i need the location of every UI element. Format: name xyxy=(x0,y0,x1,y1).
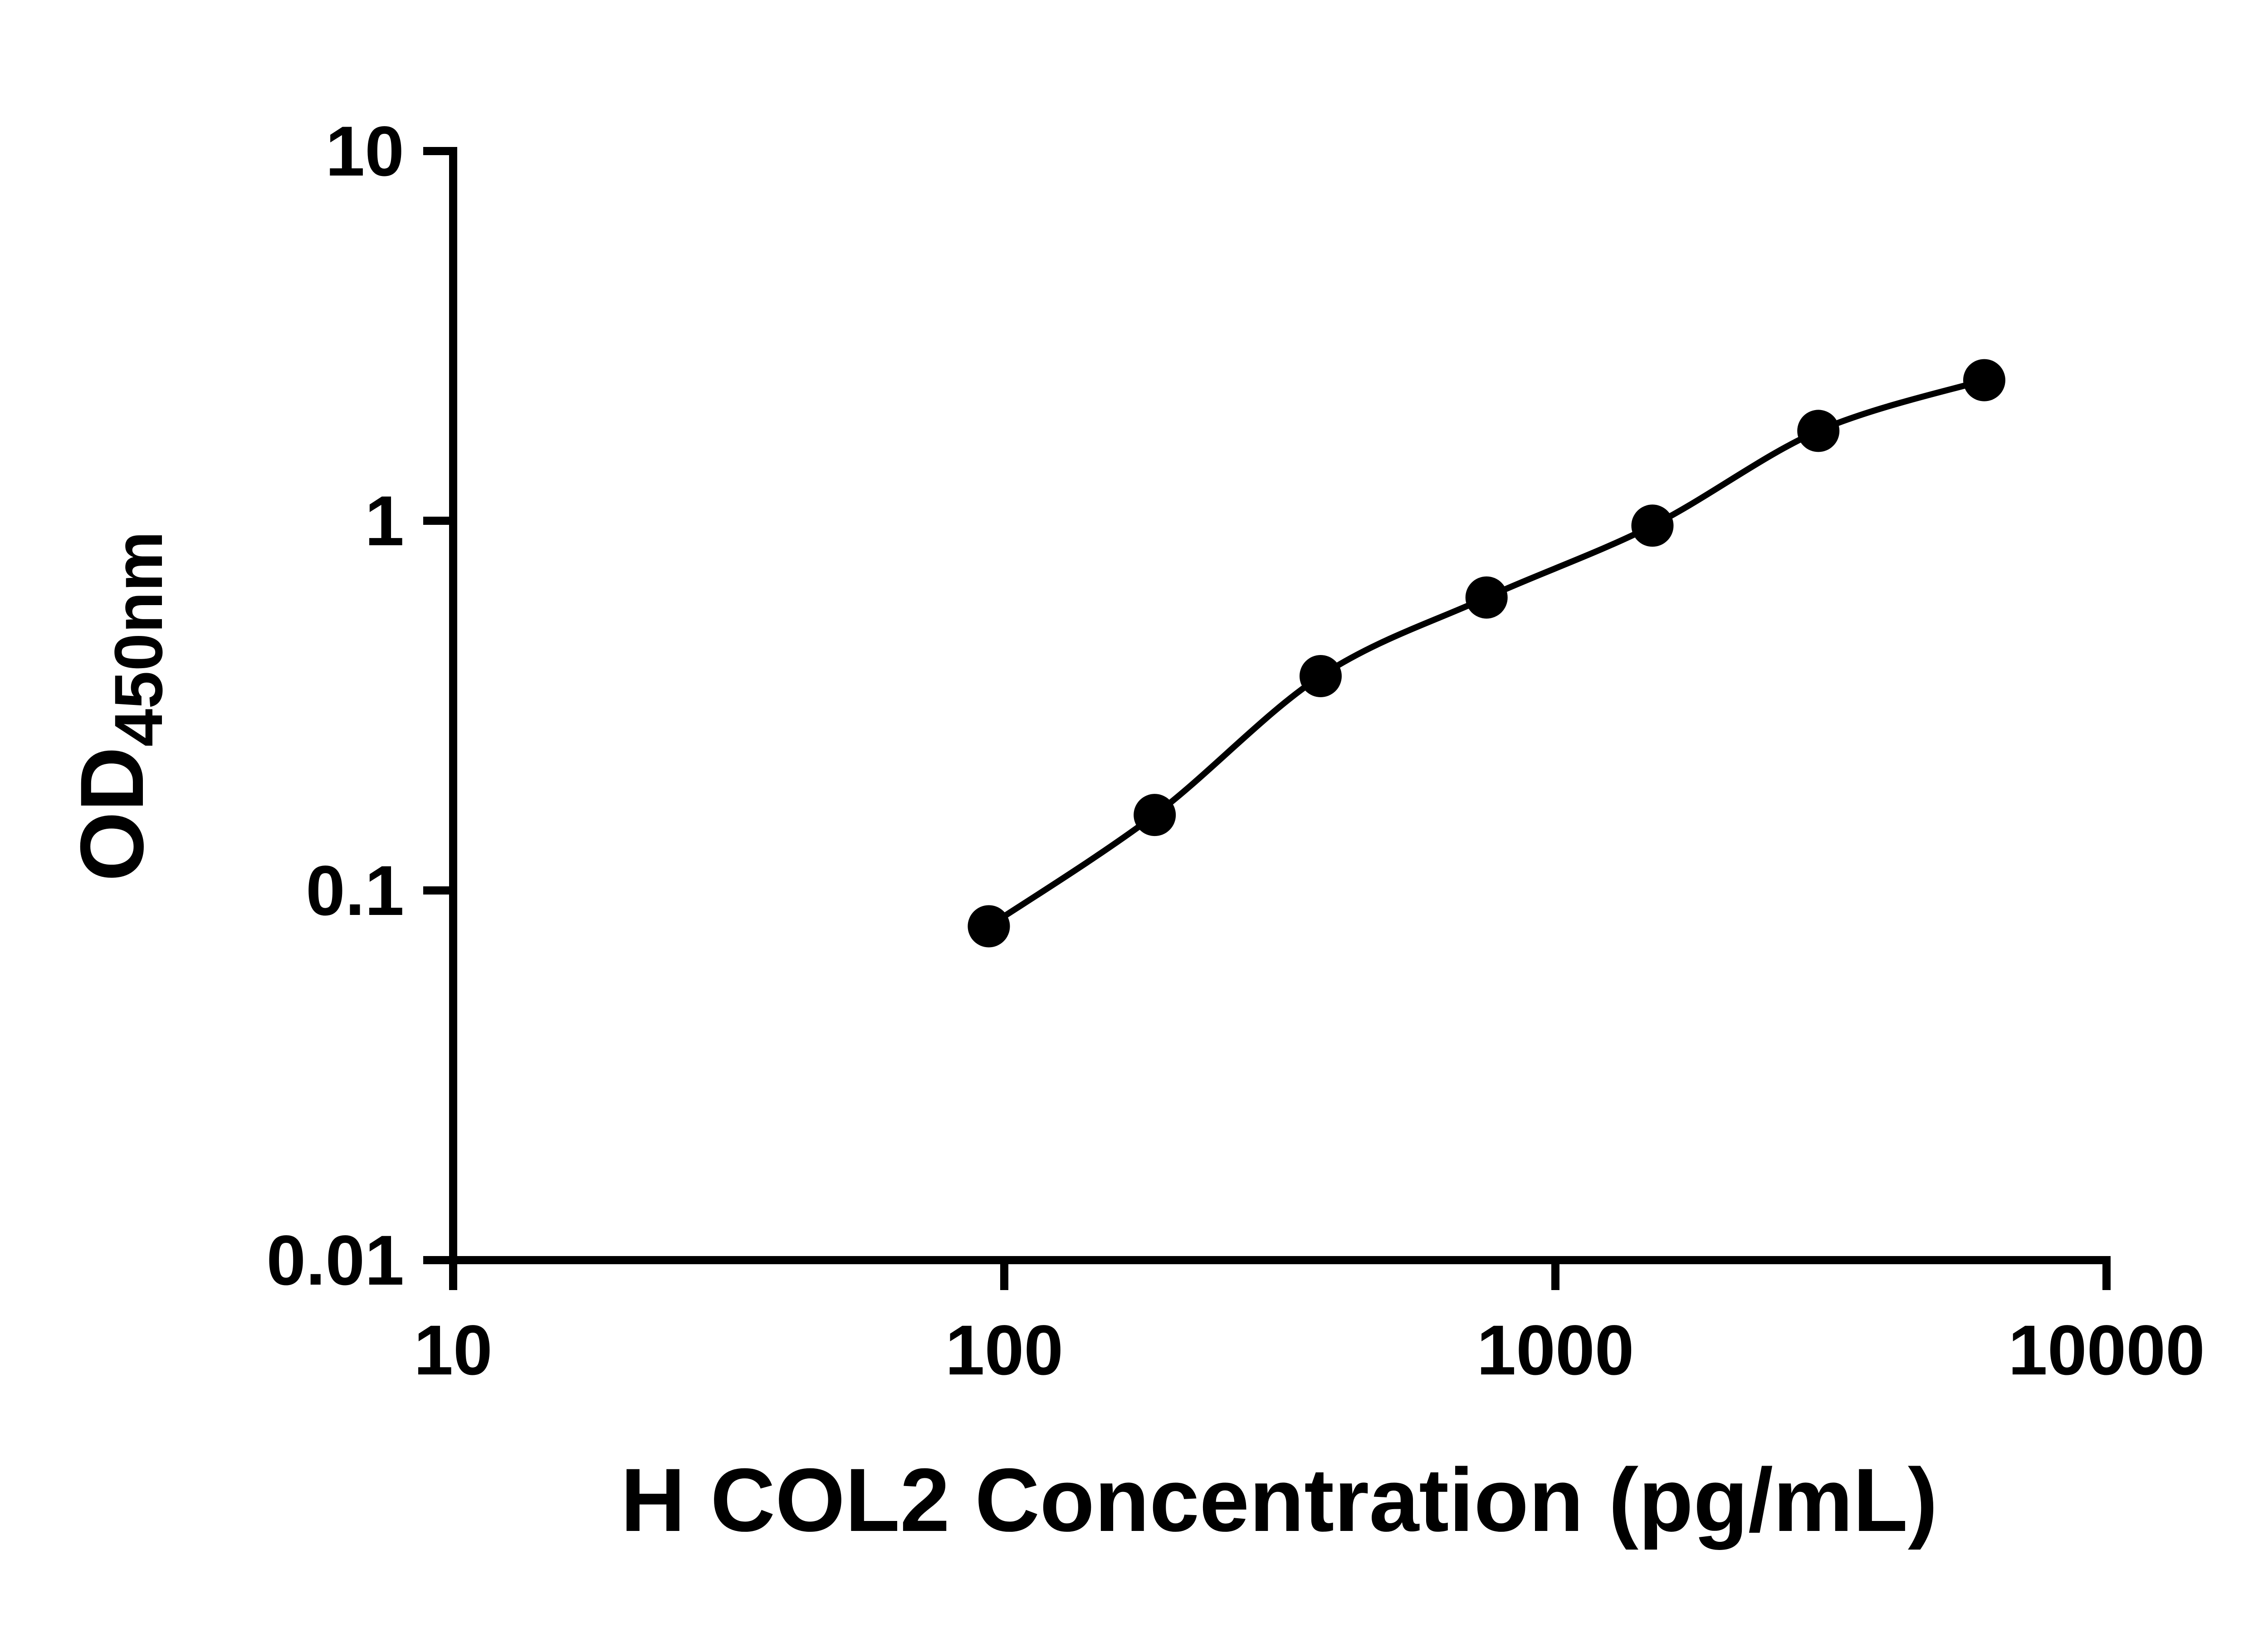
fit-curve xyxy=(987,377,1985,929)
x-axis-title: H COL2 Concentration (pg/mL) xyxy=(621,1450,1938,1550)
data-point xyxy=(968,905,1010,948)
data-point xyxy=(1797,410,1840,452)
ticks-layer xyxy=(423,147,2111,1291)
y-axis-title-main: OD xyxy=(62,747,162,881)
data-point xyxy=(1631,504,1674,547)
data-point xyxy=(1963,359,2005,401)
data-point xyxy=(1299,655,1342,697)
series-layer xyxy=(968,359,2005,948)
y-axis-title: OD450nm xyxy=(62,531,176,881)
tick-labels-layer: 10 100 1000 10000 0.01 0.1 1 10 xyxy=(266,112,2205,1390)
y-tick-label: 0.01 xyxy=(266,1221,404,1300)
x-tick-label: 10000 xyxy=(2008,1311,2205,1390)
data-point xyxy=(1134,794,1176,836)
y-axis-title-subscript: 450nm xyxy=(100,531,176,747)
x-tick-label: 1000 xyxy=(1476,1311,1634,1390)
data-point xyxy=(1465,576,1508,619)
y-tick-label: 10 xyxy=(325,112,404,191)
y-tick-label: 1 xyxy=(365,482,404,561)
x-tick-label: 100 xyxy=(945,1311,1063,1390)
axes-layer xyxy=(449,147,2111,1265)
x-tick-label: 10 xyxy=(414,1311,493,1390)
y-tick-label: 0.1 xyxy=(306,851,404,930)
